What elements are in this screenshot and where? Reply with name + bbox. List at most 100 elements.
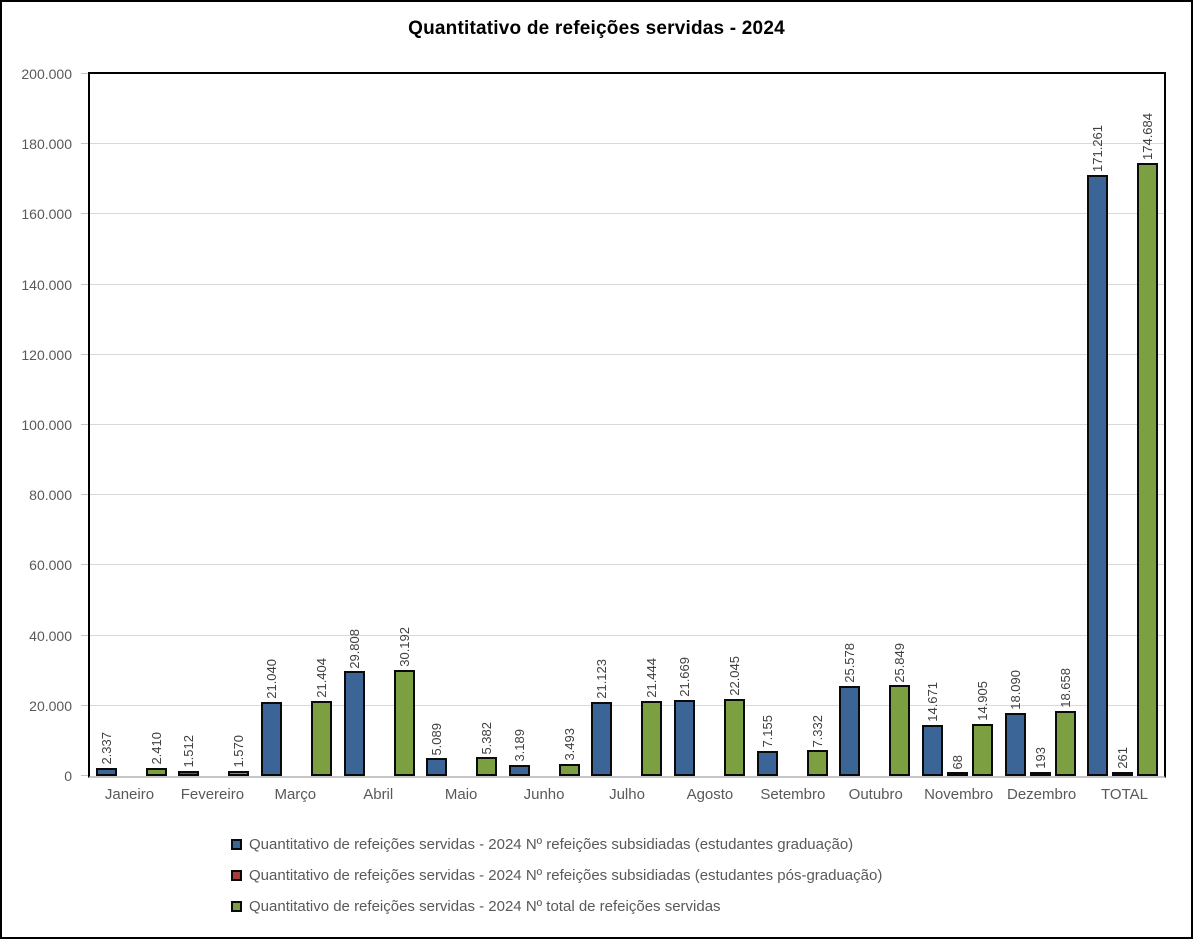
bar: [889, 685, 911, 776]
legend-entry-total: Quantitativo de refeições servidas - 202…: [231, 898, 882, 915]
gridline: [90, 494, 1164, 496]
bar: [641, 700, 663, 776]
bar-wrap: 3.493: [558, 728, 580, 776]
gridline: [90, 704, 1164, 706]
bar-wrap: 29.808: [343, 629, 365, 776]
bar-group-fevereiro: 1.512 1.570: [173, 74, 256, 776]
x-category-label: Julho: [609, 786, 645, 803]
y-tick: [81, 213, 88, 215]
bar-wrap: 21.404: [311, 658, 333, 776]
bar: [95, 767, 117, 776]
data-label: 1.570: [231, 734, 247, 768]
data-label: 68: [949, 754, 965, 769]
bar-wrap: 1.570: [228, 734, 250, 776]
bar-wrap: 2.410: [145, 732, 167, 776]
data-label: 18.090: [1007, 669, 1023, 710]
data-label: 1.512: [181, 735, 197, 768]
gridlines-layer: [90, 74, 1164, 776]
data-label: 21.669: [677, 657, 693, 697]
bar-wrap: 21.444: [641, 658, 663, 776]
bar-group-setembro: 7.155 7.332: [751, 74, 834, 776]
plot-area: 2.337 2.410 1.512 1.570 21.040 21.404 29.808 30…: [88, 72, 1166, 778]
y-tick-label: 60.000: [29, 557, 72, 574]
bar: [674, 699, 696, 776]
bar: [476, 757, 498, 776]
bar: [1087, 174, 1109, 776]
bar: [426, 758, 448, 776]
bar-wrap: 174.684: [1137, 113, 1159, 776]
bar: [756, 750, 778, 776]
data-label: 21.123: [594, 659, 610, 699]
y-tick-label: 0: [64, 768, 72, 784]
bar: [178, 770, 200, 776]
data-label: 7.332: [809, 714, 825, 748]
bar-group-janeiro: 2.337 2.410: [90, 74, 173, 776]
bar-wrap: 25.578: [839, 643, 861, 776]
legend-swatch-blue-icon: [231, 839, 242, 850]
x-category-label: Outubro: [848, 786, 903, 803]
x-category-label: Maio: [444, 786, 478, 803]
bar: [1112, 772, 1134, 776]
bar-wrap: 18.658: [1054, 667, 1076, 776]
y-tick-label: 40.000: [29, 627, 72, 644]
y-tick: [81, 634, 88, 636]
y-tick: [81, 564, 88, 566]
y-tick: [81, 353, 88, 355]
legend-swatch-green-icon: [231, 901, 242, 912]
bar-wrap: 5.382: [476, 722, 498, 776]
bar-group-novembro: 14.671 68 14.905: [916, 74, 999, 776]
y-tick-label: 200.000: [21, 66, 72, 82]
data-label: 3.189: [511, 729, 527, 762]
y-tick-label: 80.000: [29, 487, 72, 504]
data-label: 2.337: [98, 732, 114, 765]
legend-label: Quantitativo de refeições servidas - 202…: [249, 867, 883, 884]
y-tick: [81, 143, 88, 145]
bar: [946, 772, 968, 776]
bar: [1029, 772, 1051, 776]
bar-wrap: 18.090: [1004, 669, 1026, 776]
x-category-label: Fevereiro: [180, 786, 245, 803]
bars-layer: 2.337 2.410 1.512 1.570 21.040 21.404 29.808 30…: [90, 74, 1164, 776]
bar: [921, 724, 943, 776]
bar-wrap: 261: [1112, 747, 1134, 776]
y-tick: [81, 283, 88, 285]
bar-wrap: 22.045: [724, 655, 746, 776]
gridline: [90, 564, 1164, 566]
bar-wrap: 5.089: [426, 723, 448, 776]
bar-group-total: 171.261 261 174.684: [1081, 74, 1164, 776]
data-label: 25.578: [842, 643, 858, 684]
x-axis: Janeiro Fevereiro Março Abril Maio Junho Julho…: [88, 786, 1166, 803]
bar-group-julho: 21.123 21.444: [586, 74, 669, 776]
x-category-label: Setembro: [760, 786, 826, 803]
gridline: [90, 353, 1164, 355]
bar: [343, 671, 365, 776]
legend-swatch-red-icon: [231, 870, 242, 881]
y-tick: [81, 424, 88, 425]
legend-label: Quantitativo de refeições servidas - 202…: [249, 898, 721, 915]
gridline: [90, 283, 1164, 285]
bar: [508, 764, 530, 776]
bar: [228, 770, 250, 776]
bar-wrap: 68: [946, 754, 968, 776]
legend: Quantitativo de refeições servidas - 202…: [231, 836, 882, 915]
data-label: 21.404: [314, 658, 330, 698]
bar: [1137, 162, 1159, 776]
bar-wrap: 3.189: [508, 729, 530, 776]
bar-group-março: 21.040 21.404: [255, 74, 338, 776]
bar-wrap: 14.671: [921, 682, 943, 776]
bar: [145, 767, 167, 776]
legend-entry-pos-graduacao: Quantitativo de refeições servidas - 202…: [231, 867, 882, 884]
bar-wrap: 193: [1029, 747, 1051, 776]
bar: [1004, 712, 1026, 776]
y-tick-label: 140.000: [21, 276, 72, 293]
bar-group-maio: 5.089 5.382: [420, 74, 503, 776]
y-tick-label: 100.000: [21, 417, 72, 433]
data-label: 22.045: [727, 655, 743, 696]
y-tick-label: 160.000: [21, 206, 72, 223]
data-label: 18.658: [1057, 667, 1073, 708]
gridline: [90, 634, 1164, 636]
bar: [393, 670, 415, 776]
y-axis: 0 20.000 40.000 60.000 80.000 100.000 120.000 1…: [0, 66, 88, 784]
gridline: [90, 213, 1164, 215]
